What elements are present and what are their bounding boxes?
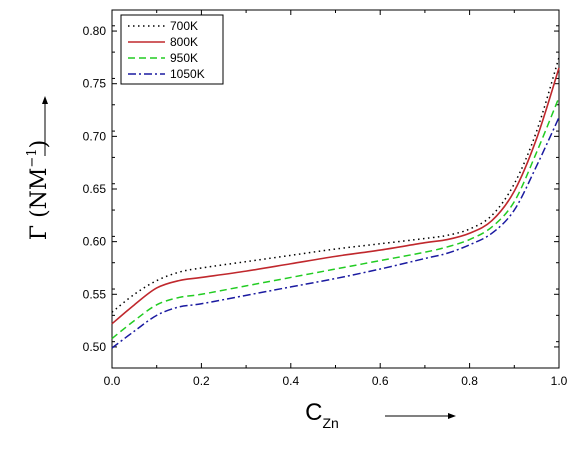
series-line-950k (111, 97, 560, 340)
y-tick-label: 0.50 (83, 340, 107, 354)
y-axis-title: Γ (NM−1) (25, 140, 52, 240)
x-axis-title-main: C (305, 399, 322, 426)
series-line-800k (111, 67, 560, 325)
legend-label-950k: 950K (170, 51, 198, 65)
y-axis: 0.50 0.55 0.60 0.65 0.70 0.75 0.80 (83, 24, 559, 369)
y-tick-label: 0.60 (83, 235, 107, 249)
series-line-700k (111, 57, 560, 313)
x-axis: 0.0 0.2 0.4 0.6 0.8 1.0 (104, 10, 568, 388)
y-axis-title-close: ) (27, 140, 52, 149)
y-tick-label: 0.80 (83, 24, 107, 38)
x-tick-label: 0.8 (461, 374, 478, 388)
legend-label-1050k: 1050K (170, 67, 205, 81)
y-tick-label: 0.65 (83, 182, 107, 196)
x-axis-arrow (385, 413, 456, 419)
x-tick-label: 0.2 (193, 374, 210, 388)
y-tick-label: 0.55 (83, 287, 107, 301)
x-axis-title-subscript: Zn (323, 415, 339, 431)
series-line-1050k (111, 117, 560, 349)
y-tick-label: 0.70 (83, 129, 107, 143)
series-layer (111, 57, 560, 349)
y-axis-arrow (42, 96, 48, 156)
legend: 700K 800K 950K 1050K (120, 14, 224, 85)
x-tick-label: 0.0 (104, 374, 121, 388)
y-tick-label: 0.75 (83, 77, 107, 91)
x-tick-label: 0.4 (282, 374, 299, 388)
svg-text:Γ (NM−1): Γ (NM−1) (25, 140, 52, 240)
legend-label-700k: 700K (170, 19, 198, 33)
x-tick-label: 0.6 (372, 374, 389, 388)
y-axis-title-main: Γ (NM (27, 168, 52, 241)
legend-label-800k: 800K (170, 35, 198, 49)
y-axis-title-superscript: −1 (25, 148, 40, 167)
x-tick-label: 1.0 (551, 374, 568, 388)
x-axis-title: CZn (305, 399, 339, 431)
